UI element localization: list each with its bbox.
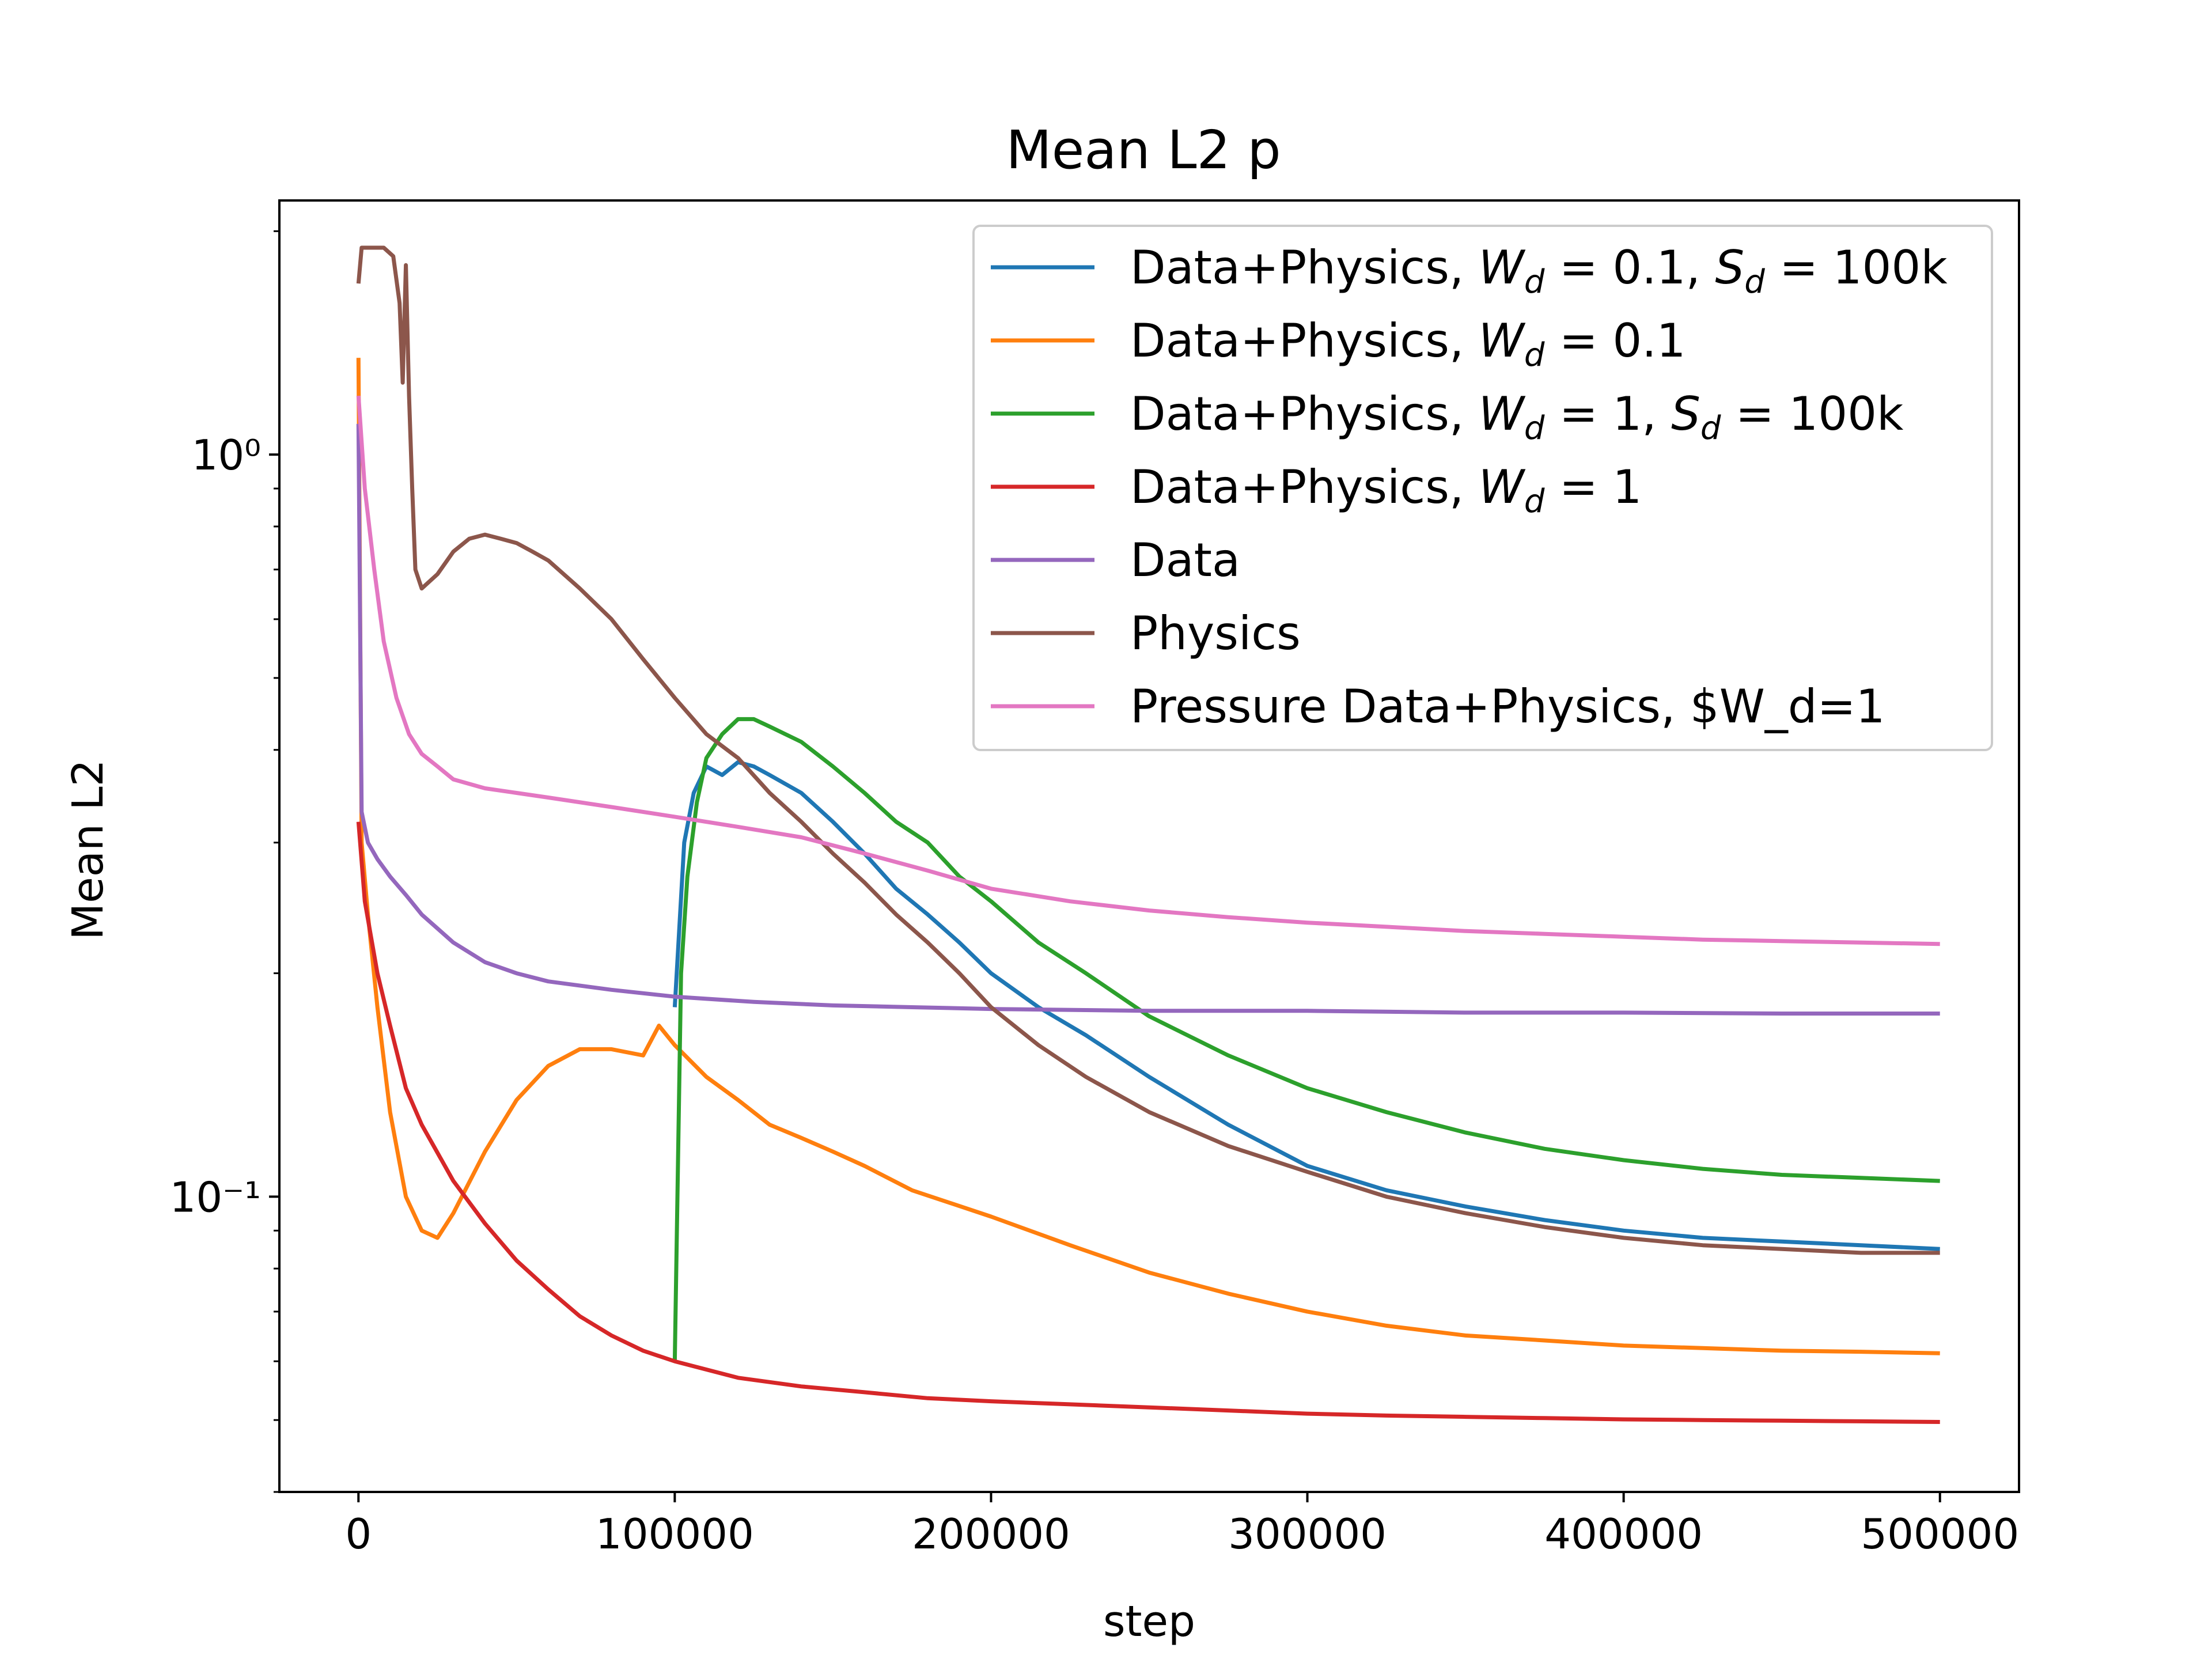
x-axis-label: step — [1103, 1597, 1195, 1646]
y-axis-label: Mean L2 — [63, 759, 113, 940]
y-axis: 10⁰ 10⁻¹ — [170, 230, 279, 1493]
legend-label-3: Data+Physics, Wd = 1, Sd = 100k — [1130, 387, 1904, 447]
series-line-1 — [672, 760, 1940, 1251]
legend-label-2: Data+Physics, Wd = 0.1 — [1130, 314, 1686, 374]
legend-label-1: Data+Physics, Wd = 0.1, Sd = 100k — [1130, 241, 1948, 301]
legend-label-4: Data+Physics, Wd = 1 — [1130, 460, 1642, 520]
legend-label-5: Data — [1130, 533, 1240, 587]
series-line-4 — [356, 821, 1940, 1424]
y-tick-label: 10⁰ — [192, 431, 261, 479]
x-tick-label: 100000 — [596, 1510, 754, 1558]
x-tick-label: 0 — [345, 1510, 372, 1558]
y-tick-label: 10⁻¹ — [170, 1173, 261, 1221]
series-line-6 — [356, 245, 1940, 1255]
x-tick-label: 400000 — [1544, 1510, 1703, 1558]
series-layer — [356, 245, 1940, 1424]
x-tick-label: 500000 — [1861, 1510, 2019, 1558]
legend-box — [972, 225, 1993, 751]
series-line-7 — [356, 395, 1940, 946]
legend-label-7: Pressure Data+Physics, $W_d=1 — [1130, 680, 1885, 733]
x-tick-label: 200000 — [912, 1510, 1070, 1558]
series-line-5 — [356, 423, 1940, 1016]
x-axis: 0 100000 200000 300000 400000 500000 — [345, 1492, 2019, 1558]
x-tick-label: 300000 — [1228, 1510, 1387, 1558]
chart-title: Mean L2 p — [1006, 119, 1281, 181]
plot-frame — [278, 199, 2020, 1493]
series-line-2 — [356, 358, 1940, 1355]
legend: Data+Physics, Wd = 0.1, Sd = 100k Data+Ph… — [972, 225, 1993, 751]
legend-label-6: Physics — [1130, 607, 1301, 660]
